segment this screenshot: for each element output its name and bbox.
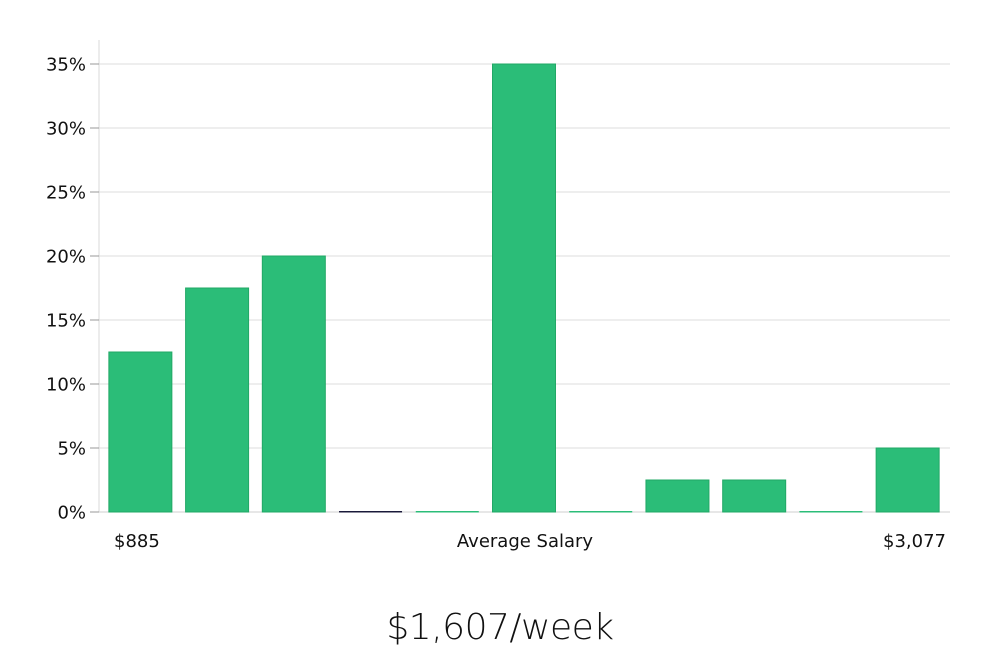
bar bbox=[799, 511, 863, 513]
bar bbox=[492, 63, 556, 513]
y-axis-ticks: 0% 5% 10% 15% 20% 25% 30% 35% bbox=[46, 55, 99, 524]
y-tick-label: 5% bbox=[57, 439, 86, 460]
y-tick-label: 30% bbox=[46, 119, 86, 140]
y-tick-label: 10% bbox=[46, 375, 86, 396]
y-tick-label: 15% bbox=[46, 311, 86, 332]
bar bbox=[875, 447, 940, 513]
x-label-max: $3,077 bbox=[883, 531, 946, 552]
y-tick-label: 0% bbox=[57, 503, 86, 524]
bar bbox=[185, 287, 250, 513]
y-tick-label: 25% bbox=[46, 183, 86, 204]
bar bbox=[339, 511, 403, 513]
bars bbox=[108, 63, 940, 513]
bar bbox=[645, 479, 710, 513]
salary-distribution-chart: 0% 5% 10% 15% 20% 25% 30% 35% $885 Average Sala… bbox=[46, 40, 950, 552]
y-tick-label: 20% bbox=[46, 247, 86, 268]
bar bbox=[569, 511, 633, 513]
x-label-center: Average Salary bbox=[457, 531, 594, 552]
bar bbox=[108, 351, 173, 513]
bar bbox=[722, 479, 787, 513]
bar bbox=[261, 255, 326, 513]
y-tick-label: 35% bbox=[46, 55, 86, 76]
bar bbox=[415, 511, 479, 513]
x-label-min: $885 bbox=[114, 531, 160, 552]
average-salary-figure: $1,607/week bbox=[386, 607, 614, 648]
